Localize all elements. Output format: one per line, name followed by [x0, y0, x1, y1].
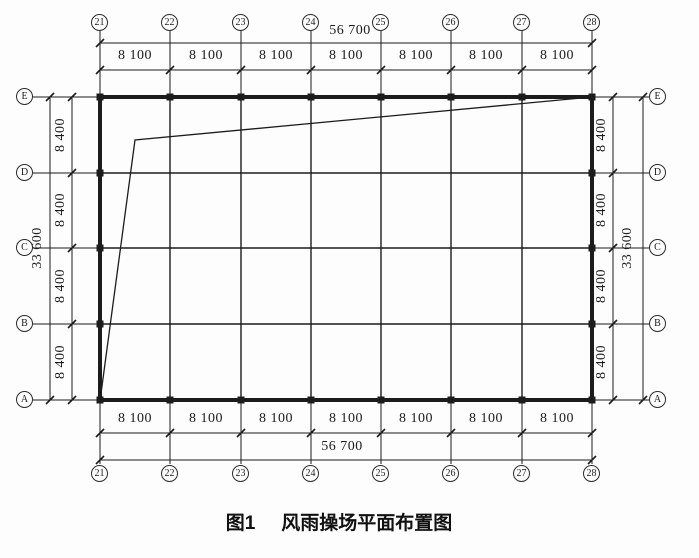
dim-label-bay-height-left: 8 400 [53, 269, 68, 303]
dim-label-bay-height-right: 8 400 [594, 193, 609, 227]
axis-bubble-top-26: 26 [442, 14, 459, 31]
axis-bubble-top-27: 27 [513, 14, 530, 31]
roof-slope-line [99, 96, 593, 402]
left-extension-lines [33, 96, 100, 401]
dim-label-bay-width-bottom: 8 100 [469, 411, 503, 426]
dim-label-bay-width-top: 8 100 [399, 48, 433, 63]
dim-label-bay-height-left: 8 400 [53, 118, 68, 152]
dim-label-bay-width-top: 8 100 [259, 48, 293, 63]
axis-bubble-right-B: B [649, 315, 666, 332]
dim-label-bay-height-right: 8 400 [594, 118, 609, 152]
axis-bubble-bottom-24: 24 [302, 465, 319, 482]
dim-label-total-width-bottom: 56 700 [321, 439, 363, 454]
dim-label-bay-width-bottom: 8 100 [259, 411, 293, 426]
axis-bubble-left-B: B [16, 315, 33, 332]
axis-bubble-right-C: C [649, 239, 666, 256]
dim-label-bay-width-bottom: 8 100 [329, 411, 363, 426]
axis-bubble-top-24: 24 [302, 14, 319, 31]
axis-bubble-right-E: E [649, 88, 666, 105]
axis-bubble-right-A: A [649, 391, 666, 408]
top-extension-lines [99, 31, 593, 97]
axis-bubble-bottom-26: 26 [442, 465, 459, 482]
axis-bubble-left-A: A [16, 391, 33, 408]
dimension-ticks [45, 38, 648, 465]
axis-bubble-bottom-23: 23 [232, 465, 249, 482]
dim-label-bay-height-left: 8 400 [53, 345, 68, 379]
axis-bubble-bottom-28: 28 [583, 465, 600, 482]
axis-bubble-bottom-21: 21 [91, 465, 108, 482]
axis-bubble-right-D: D [649, 164, 666, 181]
dim-label-bay-width-top: 8 100 [329, 48, 363, 63]
axis-bubble-bottom-22: 22 [161, 465, 178, 482]
axis-bubble-left-C: C [16, 239, 33, 256]
figure-caption: 图1 风雨操场平面布置图 [226, 508, 453, 535]
top-dimension-lines [100, 42, 592, 71]
plan-linework [33, 31, 649, 465]
figure-number: 图1 [225, 513, 256, 534]
figure-title: 风雨操场平面布置图 [281, 513, 453, 534]
dim-label-bay-width-bottom: 8 100 [118, 411, 152, 426]
dim-label-bay-height-right: 8 400 [594, 269, 609, 303]
axis-bubble-top-28: 28 [583, 14, 600, 31]
interior-grid-lines [100, 97, 592, 400]
dim-label-bay-width-bottom: 8 100 [399, 411, 433, 426]
dim-label-bay-width-top: 8 100 [189, 48, 223, 63]
dim-label-bay-width-top: 8 100 [540, 48, 574, 63]
dim-label-bay-width-top: 8 100 [469, 48, 503, 63]
axis-bubble-top-23: 23 [232, 14, 249, 31]
axis-bubble-bottom-27: 27 [513, 465, 530, 482]
floor-plan-drawing: 21 22 23 24 25 26 27 28 21 22 23 24 25 2… [16, 14, 666, 482]
dim-label-total-height-left: 33 600 [30, 227, 45, 269]
bottom-dimension-lines [100, 432, 592, 461]
dim-label-bay-width-bottom: 8 100 [540, 411, 574, 426]
dim-label-total-width-top: 56 700 [329, 23, 371, 38]
dim-label-bay-width-top: 8 100 [118, 48, 152, 63]
axis-bubble-top-22: 22 [161, 14, 178, 31]
axis-bubble-left-E: E [16, 88, 33, 105]
dim-label-total-height-right: 33 600 [620, 227, 635, 269]
axis-bubble-top-25: 25 [372, 14, 389, 31]
axis-bubble-bottom-25: 25 [372, 465, 389, 482]
dim-label-bay-height-right: 8 400 [594, 345, 609, 379]
right-extension-lines [592, 96, 649, 401]
axis-bubble-left-D: D [16, 164, 33, 181]
dim-label-bay-height-left: 8 400 [53, 193, 68, 227]
dim-label-bay-width-bottom: 8 100 [189, 411, 223, 426]
axis-bubble-top-21: 21 [91, 14, 108, 31]
